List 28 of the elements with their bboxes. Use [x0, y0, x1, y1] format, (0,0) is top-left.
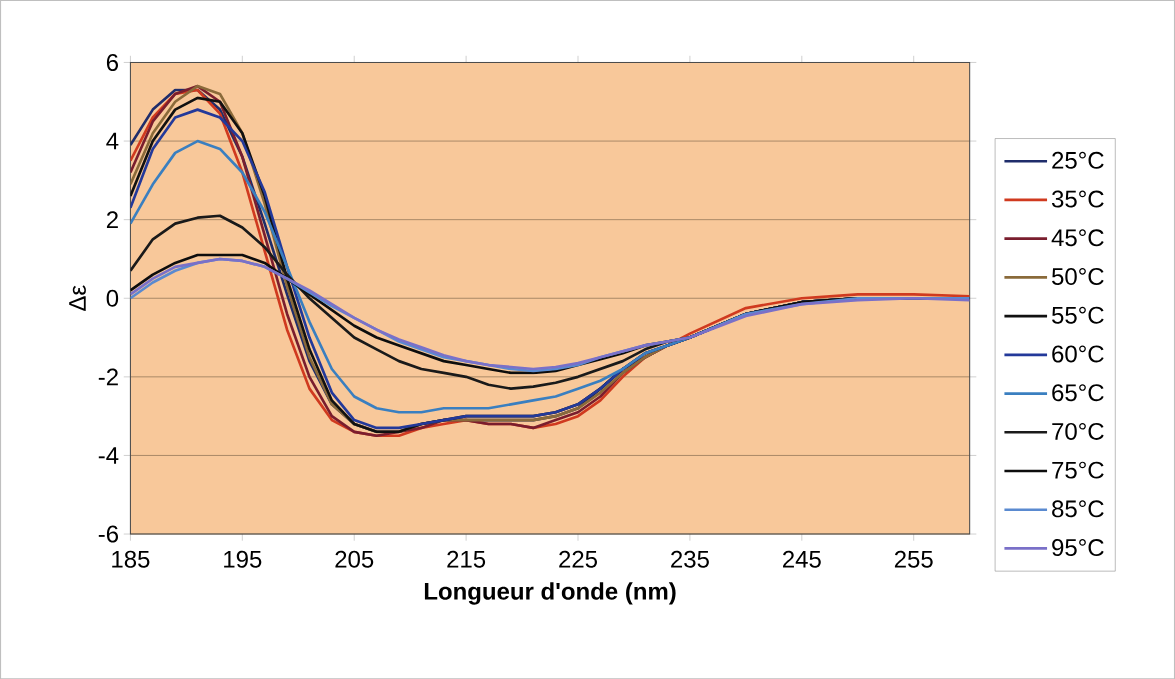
y-tick-label: -4 — [98, 446, 119, 464]
x-tick-label: 235 — [671, 550, 709, 568]
legend-label: 70°C — [1052, 422, 1104, 440]
legend-label: 25°C — [1052, 151, 1104, 169]
y-axis-title: Δε — [69, 285, 86, 311]
y-tick-label: -2 — [98, 368, 118, 385]
legend-label: 45°C — [1051, 229, 1104, 247]
legend-label: 95°C — [1052, 538, 1104, 556]
x-tick-label: 195 — [224, 550, 262, 568]
x-tick-label: 245 — [783, 550, 821, 568]
y-tick-label: 6 — [106, 53, 119, 71]
x-tick-label: 205 — [335, 550, 374, 568]
x-tick-label: 225 — [559, 550, 597, 568]
x-tick-label: 255 — [894, 550, 933, 568]
legend-label: 75°C — [1052, 461, 1104, 479]
y-tick-label: 2 — [106, 211, 118, 228]
x-tick-label: 185 — [112, 550, 150, 568]
legend-label: 65°C — [1052, 383, 1104, 401]
legend-label: 55°C — [1052, 306, 1104, 324]
x-tick-label: 215 — [447, 550, 486, 568]
legend-label: 35°C — [1051, 190, 1104, 208]
legend-label: 60°C — [1052, 345, 1104, 363]
legend-label: 50°C — [1052, 267, 1104, 285]
x-axis-title: Longueur d'onde (nm) — [424, 581, 676, 605]
legend-label: 85°C — [1052, 500, 1104, 518]
y-tick-label: 0 — [106, 289, 119, 307]
y-tick-label: 4 — [106, 132, 119, 150]
y-tick-label: -6 — [98, 525, 119, 543]
